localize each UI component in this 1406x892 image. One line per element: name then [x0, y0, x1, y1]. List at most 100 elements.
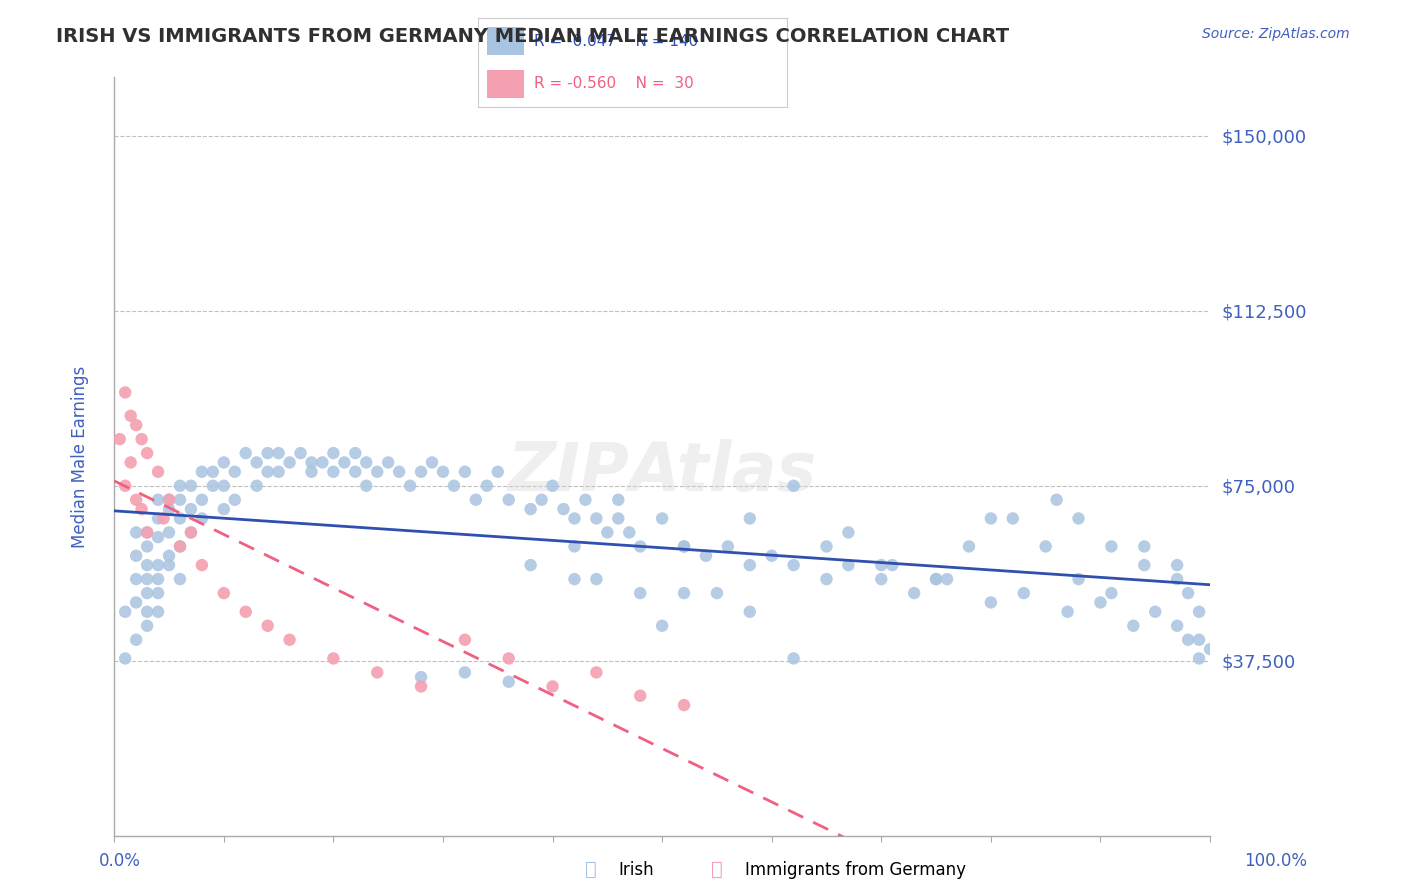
Point — [125, 632, 148, 647]
Point — [498, 492, 520, 507]
Point — [136, 525, 159, 540]
Point — [191, 511, 214, 525]
Point — [1001, 511, 1024, 525]
Point — [344, 465, 367, 479]
Point — [212, 455, 235, 469]
Point — [136, 558, 159, 573]
Point — [498, 674, 520, 689]
Point — [1166, 572, 1188, 586]
Point — [108, 432, 131, 446]
Point — [366, 665, 388, 680]
Point — [564, 511, 586, 525]
Point — [1144, 605, 1167, 619]
Point — [541, 680, 564, 694]
Point — [1067, 572, 1090, 586]
Point — [1188, 632, 1211, 647]
Bar — [488, 70, 524, 98]
Point — [120, 409, 142, 423]
Point — [628, 540, 651, 554]
Point — [212, 586, 235, 600]
Point — [619, 525, 641, 540]
Point — [1090, 595, 1112, 609]
Point — [815, 572, 838, 586]
Point — [356, 455, 378, 469]
Point — [131, 432, 153, 446]
Point — [464, 492, 486, 507]
Point — [131, 502, 153, 516]
Point — [628, 586, 651, 600]
Point — [399, 479, 422, 493]
Point — [553, 502, 575, 516]
Point — [925, 572, 948, 586]
Point — [1166, 619, 1188, 633]
Point — [564, 540, 586, 554]
Text: R = -0.560    N =  30: R = -0.560 N = 30 — [534, 77, 693, 91]
Point — [125, 572, 148, 586]
Point — [180, 479, 202, 493]
Point — [201, 465, 224, 479]
Point — [278, 632, 301, 647]
Point — [738, 558, 761, 573]
Point — [541, 479, 564, 493]
Point — [322, 446, 344, 460]
Point — [420, 455, 443, 469]
Point — [114, 385, 136, 400]
Point — [278, 455, 301, 469]
Point — [1133, 558, 1156, 573]
Point — [475, 479, 498, 493]
Text: IRISH VS IMMIGRANTS FROM GERMANY MEDIAN MALE EARNINGS CORRELATION CHART: IRISH VS IMMIGRANTS FROM GERMANY MEDIAN … — [56, 27, 1010, 45]
Point — [267, 446, 290, 460]
Point — [212, 502, 235, 516]
Text: R = -0.047    N = 140: R = -0.047 N = 140 — [534, 34, 697, 48]
Point — [651, 511, 673, 525]
Point — [311, 455, 333, 469]
Point — [1012, 586, 1035, 600]
Point — [146, 558, 169, 573]
Point — [136, 586, 159, 600]
Point — [936, 572, 959, 586]
Point — [870, 572, 893, 586]
Point — [114, 605, 136, 619]
Point — [574, 492, 596, 507]
Point — [125, 492, 148, 507]
Point — [169, 479, 191, 493]
Point — [157, 525, 180, 540]
Point — [377, 455, 399, 469]
Point — [651, 619, 673, 633]
Point — [1067, 511, 1090, 525]
Point — [673, 540, 696, 554]
Point — [157, 549, 180, 563]
Point — [256, 465, 278, 479]
Point — [1177, 632, 1199, 647]
Point — [191, 492, 214, 507]
Point — [1035, 540, 1057, 554]
Point — [782, 479, 804, 493]
Point — [673, 698, 696, 712]
Text: ZIP​Atlas: ZIP​Atlas — [508, 439, 817, 505]
Point — [235, 446, 257, 460]
Point — [136, 540, 159, 554]
Point — [738, 511, 761, 525]
Point — [738, 605, 761, 619]
Point — [290, 446, 312, 460]
Point — [628, 689, 651, 703]
Point — [322, 465, 344, 479]
Point — [837, 525, 859, 540]
Point — [837, 558, 859, 573]
Point — [1133, 540, 1156, 554]
Point — [454, 632, 477, 647]
Point — [344, 446, 367, 460]
Point — [454, 665, 477, 680]
Point — [454, 465, 477, 479]
Point — [366, 465, 388, 479]
Point — [695, 549, 717, 563]
Point — [235, 605, 257, 619]
Point — [157, 492, 180, 507]
Point — [585, 665, 607, 680]
Point — [530, 492, 553, 507]
Point — [157, 492, 180, 507]
Bar — [488, 27, 524, 55]
Point — [301, 455, 323, 469]
Point — [146, 572, 169, 586]
Point — [1046, 492, 1069, 507]
